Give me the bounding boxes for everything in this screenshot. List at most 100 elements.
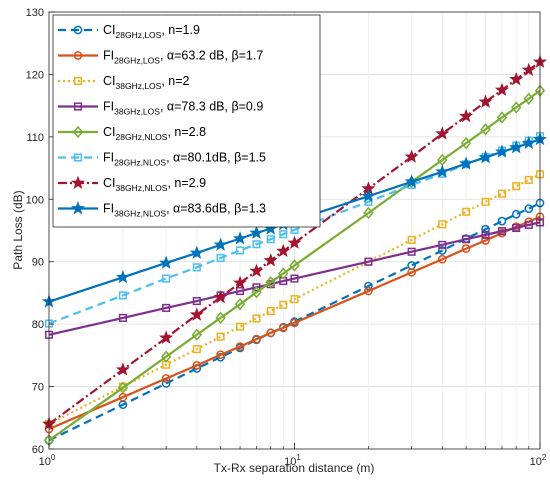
legend-box	[52, 14, 321, 228]
data-point	[512, 223, 521, 233]
data-point	[511, 101, 522, 114]
data-point	[252, 240, 261, 249]
data-point	[266, 235, 275, 244]
data-point	[524, 220, 533, 229]
x-tick-label: 100	[39, 453, 56, 468]
data-point	[459, 156, 474, 170]
data-point	[189, 245, 204, 259]
data-point	[462, 207, 471, 216]
data-point	[407, 235, 416, 244]
data-point	[461, 244, 471, 253]
data-point	[290, 295, 299, 304]
legend-marker	[73, 153, 83, 162]
data-point	[192, 360, 202, 370]
data-point	[361, 188, 376, 203]
ticks: 60 70 80 90 100 110 120 130 100 101 102	[26, 7, 547, 468]
data-point	[481, 236, 490, 245]
legend-entry: CI38GHz,LOS, n=2	[103, 74, 190, 91]
data-point	[276, 243, 291, 258]
data-point	[216, 350, 225, 360]
legend-marker	[72, 125, 84, 139]
data-point	[363, 206, 374, 220]
data-point	[496, 111, 508, 124]
y-tick-label: 90	[32, 257, 44, 269]
series-line	[48, 221, 541, 336]
series-line	[48, 215, 541, 431]
data-point	[118, 291, 127, 300]
x-axis-label: Tx-Rx separation distance (m)	[214, 461, 375, 475]
legend-marker	[73, 25, 83, 35]
legend-entry: FI38GHz,NLOS, α=83.6dB, β=1.3	[103, 202, 266, 219]
x-tick-label: 101	[284, 453, 301, 468]
data-point	[521, 62, 536, 76]
data-point	[435, 164, 450, 178]
legend-marker	[73, 76, 83, 86]
data-point	[191, 328, 202, 341]
data-point	[265, 276, 276, 289]
data-point	[278, 323, 288, 333]
series-line	[48, 173, 541, 426]
data-point	[481, 197, 490, 206]
data-point	[235, 246, 245, 255]
data-point	[512, 182, 521, 191]
data-point	[118, 313, 127, 322]
legend-marker	[73, 51, 83, 60]
data-point	[161, 379, 171, 388]
data-point	[117, 381, 129, 394]
data-point	[115, 362, 130, 376]
legend-entry: FI38GHz,LOS, α=78.3 dB, β=0.9	[103, 100, 263, 117]
data-point	[252, 334, 261, 344]
data-point	[192, 263, 201, 272]
data-point	[263, 253, 278, 267]
data-point	[478, 150, 493, 164]
data-point	[407, 247, 416, 256]
legend-marker	[73, 102, 83, 111]
y-tick-label: 60	[32, 444, 44, 456]
data-point	[252, 314, 261, 323]
y-axis-label: Path Loss (dB)	[11, 190, 25, 269]
legend-entry: FI28GHz,NLOS, α=80.1dB, β=1.5	[103, 151, 266, 168]
data-point	[233, 275, 248, 289]
legend-entry: CI28GHz,LOS, n=1.9	[103, 23, 200, 40]
data-point	[235, 287, 245, 296]
x-tick-label: 102	[530, 453, 547, 468]
data-point	[233, 231, 248, 245]
data-point	[162, 303, 171, 312]
legend-marker	[71, 175, 85, 189]
legend-entry: FI28GHz,LOS, α=63.2 dB, β=1.7	[103, 49, 263, 66]
data-point	[437, 254, 447, 264]
data-point	[189, 307, 204, 321]
data-point	[213, 237, 228, 251]
data-point	[438, 220, 447, 229]
data-point	[494, 144, 509, 158]
y-tick-label: 80	[32, 319, 44, 331]
data-point	[509, 72, 524, 86]
y-tick-label: 70	[32, 382, 44, 394]
y-tick-label: 110	[26, 132, 44, 144]
data-point	[497, 227, 507, 236]
data-point	[364, 257, 373, 266]
data-point	[159, 255, 174, 269]
data-point	[524, 175, 533, 184]
data-point	[437, 246, 447, 255]
legend-entry: CI38GHz,NLOS, n=2.9	[103, 176, 206, 193]
data-point	[364, 286, 373, 296]
data-point	[480, 123, 491, 136]
data-point	[478, 94, 493, 108]
y-tick-label: 100	[26, 194, 44, 206]
data-point	[266, 306, 275, 316]
data-point	[234, 297, 246, 311]
series-group	[42, 54, 547, 447]
data-point	[494, 82, 509, 96]
data-point	[216, 332, 225, 341]
data-point	[249, 225, 264, 239]
data-point	[404, 149, 419, 163]
data-point	[249, 263, 264, 278]
series-line	[48, 89, 541, 442]
data-point	[497, 189, 507, 198]
data-point	[252, 283, 261, 292]
data-point	[161, 374, 171, 383]
data-point	[438, 240, 447, 249]
data-point	[511, 209, 521, 219]
